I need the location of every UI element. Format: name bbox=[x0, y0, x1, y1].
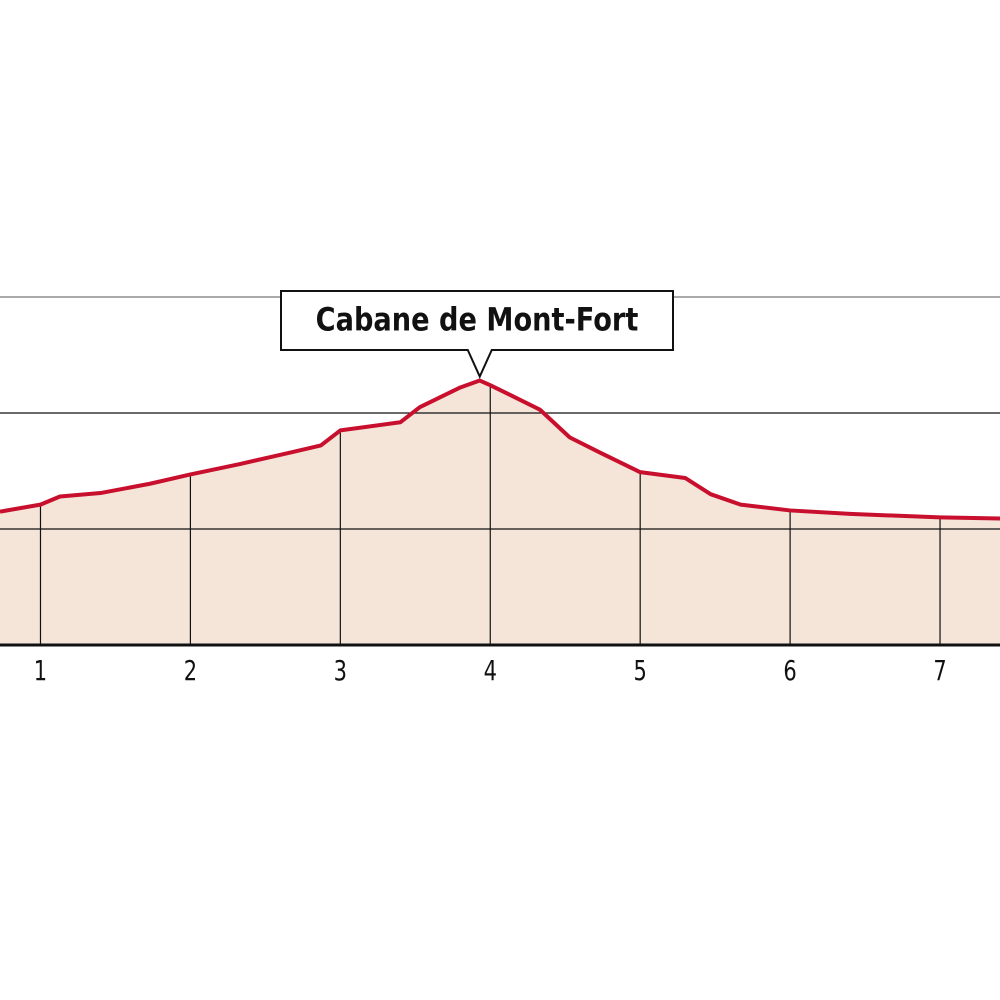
x-tick-label: 5 bbox=[633, 654, 646, 687]
annotation-text: Cabane de Mont-Fort bbox=[316, 302, 639, 340]
x-tick-label: 2 bbox=[184, 654, 197, 687]
elevation-line bbox=[0, 378, 1000, 521]
x-tick-label: 6 bbox=[783, 654, 796, 687]
x-tick-label: 3 bbox=[334, 654, 347, 687]
x-tick-label: 4 bbox=[484, 654, 497, 687]
x-tick-label: 7 bbox=[933, 654, 946, 687]
annotation-box bbox=[280, 290, 674, 379]
x-tick-label: 1 bbox=[34, 654, 47, 687]
area-fill bbox=[0, 380, 1000, 645]
